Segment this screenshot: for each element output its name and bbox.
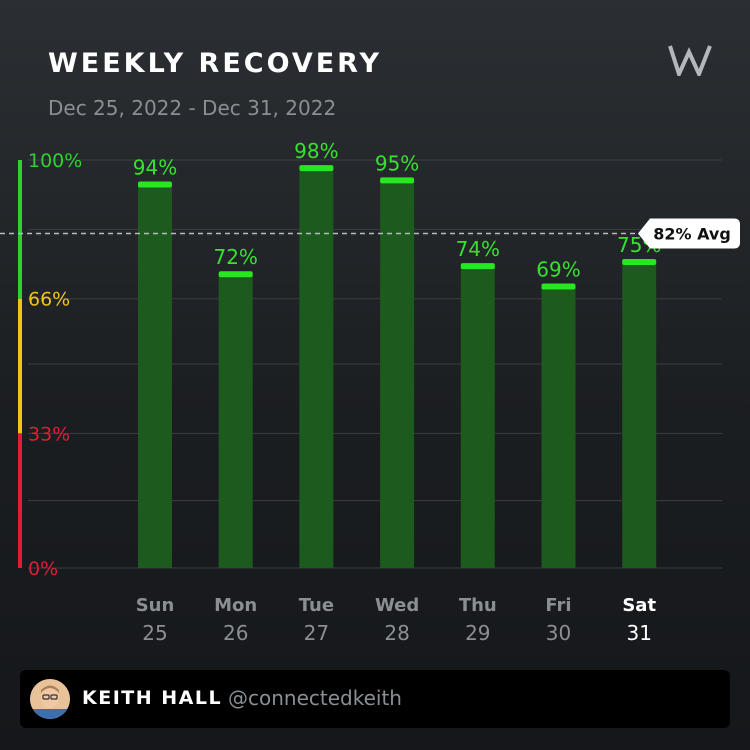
x-date-label: 31	[626, 621, 651, 645]
bar	[138, 184, 172, 569]
bar-cap	[380, 177, 415, 184]
user-avatar-icon	[30, 679, 70, 719]
bar	[541, 286, 576, 568]
x-day-label: Sat	[622, 595, 656, 616]
bar-cap	[299, 165, 334, 172]
bar	[380, 180, 415, 568]
date-range: Dec 25, 2022 - Dec 31, 2022	[48, 96, 337, 120]
bar-value-label: 74%	[456, 237, 500, 261]
y-tick-label: 100%	[28, 150, 82, 172]
bar-value-label: 94%	[133, 155, 177, 179]
chart-title: WEEKLY RECOVERY	[48, 48, 383, 79]
x-date-label: 29	[465, 621, 490, 645]
x-date-label: 30	[546, 621, 571, 645]
x-date-label: 28	[384, 621, 409, 645]
x-day-label: Thu	[459, 595, 497, 616]
y-tick-label: 66%	[28, 289, 70, 311]
whoop-logo-icon	[668, 45, 712, 76]
x-day-label: Tue	[299, 595, 334, 616]
x-day-label: Sun	[136, 595, 175, 616]
bar-cap	[622, 259, 657, 265]
user-handle[interactable]: @connectedkeith	[228, 686, 402, 710]
bar-value-label: 98%	[294, 139, 338, 163]
x-date-label: 26	[223, 621, 248, 645]
y-tick-label: 33%	[28, 423, 70, 445]
bar	[299, 168, 334, 568]
user-footer: KEITH HALL @connectedkeith	[20, 670, 730, 728]
bar-cap	[138, 181, 172, 188]
bar-cap	[541, 283, 576, 290]
bar-value-label: 69%	[536, 257, 580, 281]
bar-cap	[218, 271, 253, 278]
x-date-label: 27	[304, 621, 329, 645]
x-day-label: Mon	[214, 595, 257, 616]
y-tick-label: 0%	[28, 558, 58, 580]
bar	[622, 262, 657, 568]
x-day-label: Fri	[545, 595, 571, 616]
bar	[460, 266, 495, 568]
bar-cap	[460, 263, 495, 270]
x-date-label: 25	[142, 621, 167, 645]
user-name: KEITH HALL	[82, 687, 223, 709]
average-label: 82% Avg	[653, 224, 731, 243]
bar-value-label: 72%	[213, 245, 257, 269]
recovery-chart: 100% 66% 33% 0% 94% Sun 25 72% Mon 26 98% Tue 27 95% W…	[0, 139, 740, 645]
bar-value-label: 95%	[375, 151, 419, 175]
x-day-label: Wed	[375, 595, 419, 616]
bar	[218, 274, 253, 568]
average-badge	[638, 218, 740, 249]
